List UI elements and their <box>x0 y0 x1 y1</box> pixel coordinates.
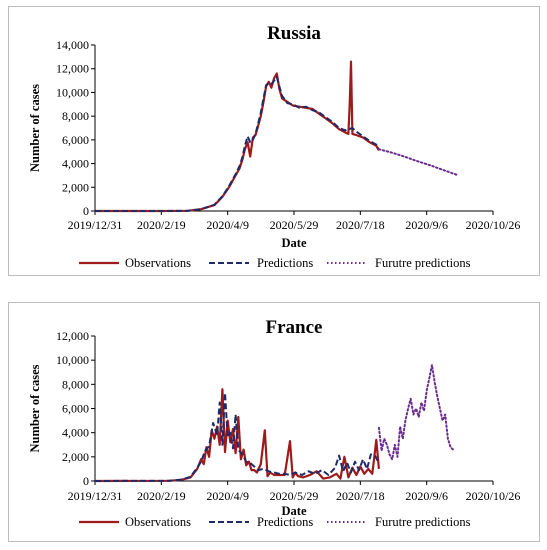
x-tick-label: 2020/9/6 <box>405 489 448 503</box>
legend-label: Furutre predictions <box>375 256 471 270</box>
y-tick-label: 10,000 <box>56 353 89 367</box>
y-tick-label: 2,000 <box>62 180 89 194</box>
legend-label: Observations <box>125 256 191 270</box>
y-tick-label: 12,000 <box>56 329 89 343</box>
russia-series-furutre-predictions-line <box>377 148 460 177</box>
russia-chart-panel: Russia 0 2,000 4,000 6,000 8,000 10,000 12,000 1… <box>8 6 540 276</box>
y-tick-label: 14,000 <box>56 38 89 52</box>
russia-series-predictions-line <box>95 76 380 212</box>
y-tick-label: 0 <box>83 204 89 218</box>
x-tick-label: 2020/4/9 <box>206 489 249 503</box>
france-y-axis-title: Number of cases <box>28 364 42 452</box>
y-tick-label: 10,000 <box>56 85 89 99</box>
russia-y-axis-title: Number of cases <box>28 84 42 172</box>
russia-chart-title: Russia <box>267 23 321 44</box>
x-tick-label: 2020/2/19 <box>137 489 186 503</box>
x-tick-label: 2019/12/31 <box>68 489 123 503</box>
x-tick-label: 2020/9/6 <box>405 218 448 232</box>
x-tick-label: 2020/5/29 <box>270 489 319 503</box>
france-series-furutre-predictions-line <box>377 364 455 461</box>
france-chart: France 0 2,000 4,000 6,000 8,000 10,000 12,000 2… <box>28 317 521 529</box>
y-tick-label: 6,000 <box>62 133 89 147</box>
y-tick-label: 8,000 <box>62 109 89 123</box>
x-tick-label: 2020/2/19 <box>137 218 186 232</box>
y-tick-label: 2,000 <box>62 450 89 464</box>
x-tick-label: 2020/5/29 <box>270 218 319 232</box>
france-series-predictions-line <box>94 391 380 482</box>
france-chart-title: France <box>266 317 323 338</box>
france-chart-panel: France 0 2,000 4,000 6,000 8,000 10,000 12,000 2… <box>8 302 540 542</box>
y-tick-label: 6,000 <box>62 402 89 416</box>
x-tick-label: 2020/10/26 <box>466 489 521 503</box>
legend-label: Observations <box>125 515 191 529</box>
y-tick-label: 8,000 <box>62 377 89 391</box>
x-tick-label: 2020/4/9 <box>206 218 249 232</box>
russia-series-observations-line <box>95 60 380 213</box>
y-tick-label: 0 <box>83 474 89 488</box>
legend-label: Predictions <box>257 256 313 270</box>
x-tick-label: 2020/7/18 <box>336 218 385 232</box>
france-x-axis-title: Date <box>282 504 307 518</box>
x-tick-label: 2020/10/26 <box>466 218 521 232</box>
russia-x-axis-title: Date <box>282 236 307 250</box>
legend-label: Predictions <box>257 515 313 529</box>
russia-chart: Russia 0 2,000 4,000 6,000 8,000 10,000 12,000 1… <box>28 23 521 270</box>
y-tick-label: 4,000 <box>62 157 89 171</box>
legend-label: Furutre predictions <box>375 515 471 529</box>
x-tick-label: 2020/7/18 <box>336 489 385 503</box>
x-tick-label: 2019/12/31 <box>68 218 123 232</box>
y-tick-label: 12,000 <box>56 62 89 76</box>
y-tick-label: 4,000 <box>62 426 89 440</box>
